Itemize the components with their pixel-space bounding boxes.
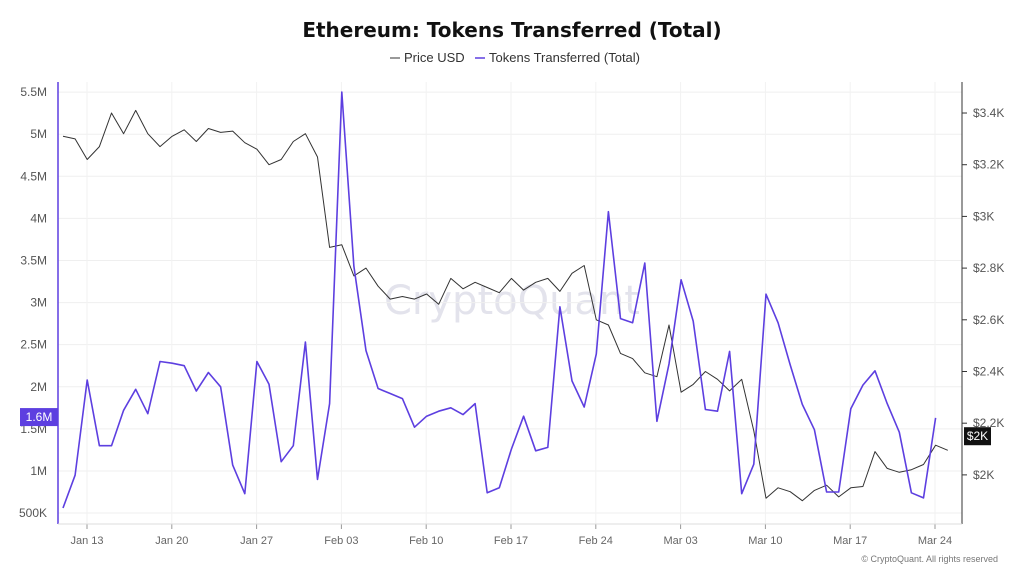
right-tick-label: $3.2K: [973, 158, 1004, 172]
x-tick-label: Feb 24: [579, 535, 613, 547]
right-tick-label: $2.4K: [973, 364, 1004, 378]
left-tick-label: 3.5M: [20, 253, 47, 267]
right-current-badge-label: $2K: [967, 429, 988, 443]
plot-area: [62, 91, 948, 509]
footer-copyright: © CryptoQuant. All rights reserved: [861, 554, 998, 564]
left-tick-label: 4.5M: [20, 169, 47, 183]
legend-tokens-label: Tokens Transferred (Total): [489, 50, 640, 65]
right-tick-label: $3K: [973, 209, 994, 223]
right-tick-label: $3.4K: [973, 106, 1004, 120]
tokens-transferred-line: [62, 91, 937, 509]
x-tick-label: Jan 13: [70, 535, 103, 547]
chart-title: Ethereum: Tokens Transferred (Total): [302, 18, 721, 42]
x-tick-label: Mar 17: [833, 535, 867, 547]
x-tick-label: Feb 03: [324, 535, 358, 547]
x-tick-label: Mar 24: [918, 535, 952, 547]
x-tick-label: Mar 03: [663, 535, 697, 547]
left-current-badge-label: 1.6M: [26, 410, 53, 424]
right-current-badge: [964, 427, 991, 446]
x-tick-label: Jan 27: [240, 535, 273, 547]
x-tick-label: Mar 10: [748, 535, 782, 547]
x-tick-label: Feb 10: [409, 535, 443, 547]
left-tick-label: 3M: [30, 296, 47, 310]
left-tick-label: 2.5M: [20, 338, 47, 352]
right-tick-label: $2K: [973, 468, 994, 482]
left-tick-label: 4M: [30, 211, 47, 225]
right-tick-label: $2.8K: [973, 261, 1004, 275]
right-tick-label: $2.2K: [973, 416, 1004, 430]
left-tick-label: 2M: [30, 380, 47, 394]
x-tick-label: Feb 17: [494, 535, 528, 547]
current-value-badges: 1.6M $2K: [20, 408, 991, 446]
left-tick-label: 500K: [19, 506, 47, 520]
legend-price-label: Price USD: [404, 50, 465, 65]
grid: [58, 82, 962, 524]
left-tick-label: 5.5M: [20, 85, 47, 99]
left-current-badge: [20, 408, 58, 427]
price-usd-line: [62, 109, 948, 502]
left-tick-label: 1M: [30, 464, 47, 478]
legend: Price USD Tokens Transferred (Total): [390, 50, 640, 65]
left-tick-label: 5M: [30, 127, 47, 141]
right-tick-label: $2.6K: [973, 313, 1004, 327]
x-tick-label: Jan 20: [155, 535, 188, 547]
axes: 500K1M1.5M2M2.5M3M3.5M4M4.5M5M5.5M$2K$2.…: [19, 82, 1004, 547]
